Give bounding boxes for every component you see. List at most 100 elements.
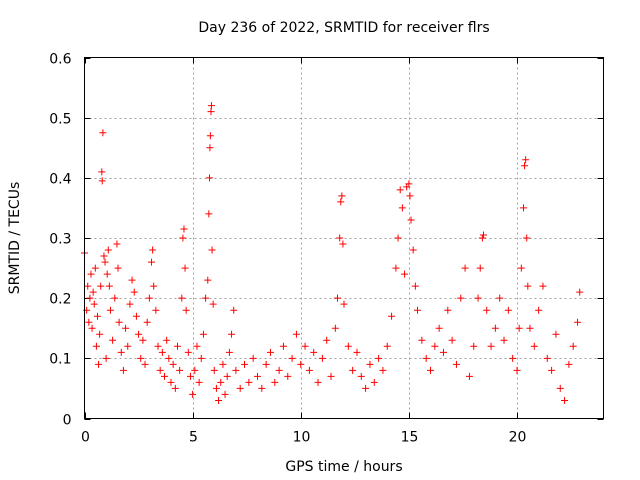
data-point (370, 378, 378, 386)
data-point (206, 144, 214, 152)
data-point (145, 294, 153, 302)
data-point (179, 234, 187, 242)
data-point (522, 156, 530, 164)
data-point (167, 378, 175, 386)
data-point (152, 306, 160, 314)
data-point (262, 360, 270, 368)
data-point (139, 336, 147, 344)
data-point (209, 300, 217, 308)
y-tick-label: 0.3 (49, 232, 71, 248)
data-point (496, 294, 504, 302)
data-point (99, 129, 107, 137)
axis-ticks: 0 0.1 0.2 0.3 0.4 0.5 0.6 0 5 10 15 20 (49, 52, 604, 446)
data-point (85, 318, 93, 326)
data-point (210, 366, 218, 374)
data-point (197, 354, 205, 362)
data-point (431, 342, 439, 350)
data-point (245, 378, 253, 386)
data-point (275, 366, 283, 374)
data-point (543, 354, 551, 362)
data-point (105, 282, 113, 290)
data-point (241, 360, 249, 368)
data-point (569, 342, 577, 350)
data-point (521, 162, 529, 170)
data-point (96, 330, 104, 338)
data-point (103, 270, 111, 278)
data-point (411, 282, 419, 290)
data-point (109, 336, 117, 344)
data-point (314, 378, 322, 386)
data-point (92, 342, 100, 350)
data-point (180, 225, 188, 233)
data-point (523, 234, 531, 242)
data-point (552, 330, 560, 338)
data-point (379, 366, 387, 374)
data-point (337, 198, 345, 206)
data-point (336, 234, 344, 242)
data-point (102, 354, 110, 362)
data-point (132, 312, 140, 320)
data-point (87, 270, 95, 278)
data-point (565, 360, 573, 368)
data-point (448, 336, 456, 344)
data-point (539, 282, 547, 290)
data-point (427, 366, 434, 374)
data-point (340, 300, 348, 308)
data-point (219, 360, 227, 368)
data-point (271, 378, 279, 386)
data-point (338, 192, 346, 200)
y-tick-label: 0.6 (49, 52, 71, 68)
y-tick-label: 0.5 (49, 112, 71, 128)
data-point (117, 348, 125, 356)
data-point (504, 306, 512, 314)
data-point (284, 372, 292, 380)
data-point (323, 336, 331, 344)
data-point (223, 372, 231, 380)
data-point (574, 318, 582, 326)
data-point (169, 360, 177, 368)
y-tick-label: 0.2 (49, 292, 71, 308)
data-point (406, 192, 414, 200)
data-point (204, 276, 212, 284)
data-point (86, 294, 94, 302)
data-point (394, 234, 402, 242)
data-point (526, 324, 534, 332)
data-point (519, 204, 527, 212)
y-tick-label: 0 (63, 413, 72, 429)
data-point (100, 252, 108, 260)
data-point (401, 270, 409, 278)
data-point (535, 306, 543, 314)
data-point (230, 306, 238, 314)
data-point (483, 306, 491, 314)
data-point (228, 330, 236, 338)
data-point (182, 306, 190, 314)
data-point (141, 360, 149, 368)
data-point (150, 282, 158, 290)
data-point (500, 336, 508, 344)
plot-frame (84, 57, 604, 419)
data-point (388, 312, 396, 320)
data-point (407, 216, 415, 224)
data-point (88, 324, 96, 332)
data-point (90, 300, 98, 308)
y-tick-label: 0.1 (49, 352, 71, 368)
data-point (414, 306, 422, 314)
data-point (165, 354, 173, 362)
data-point (353, 348, 361, 356)
data-point (161, 372, 169, 380)
data-point (478, 234, 486, 242)
data-point (143, 318, 151, 326)
data-point (207, 108, 215, 116)
data-point (95, 360, 103, 368)
data-point (217, 378, 225, 386)
data-point (422, 354, 430, 362)
data-point (383, 342, 391, 350)
data-point (561, 396, 569, 404)
x-tick-label: 10 (293, 430, 311, 446)
data-point (444, 306, 452, 314)
data-point (126, 300, 134, 308)
data-point (349, 366, 357, 374)
data-point (409, 246, 417, 254)
data-point (207, 102, 215, 110)
data-point (191, 366, 199, 374)
